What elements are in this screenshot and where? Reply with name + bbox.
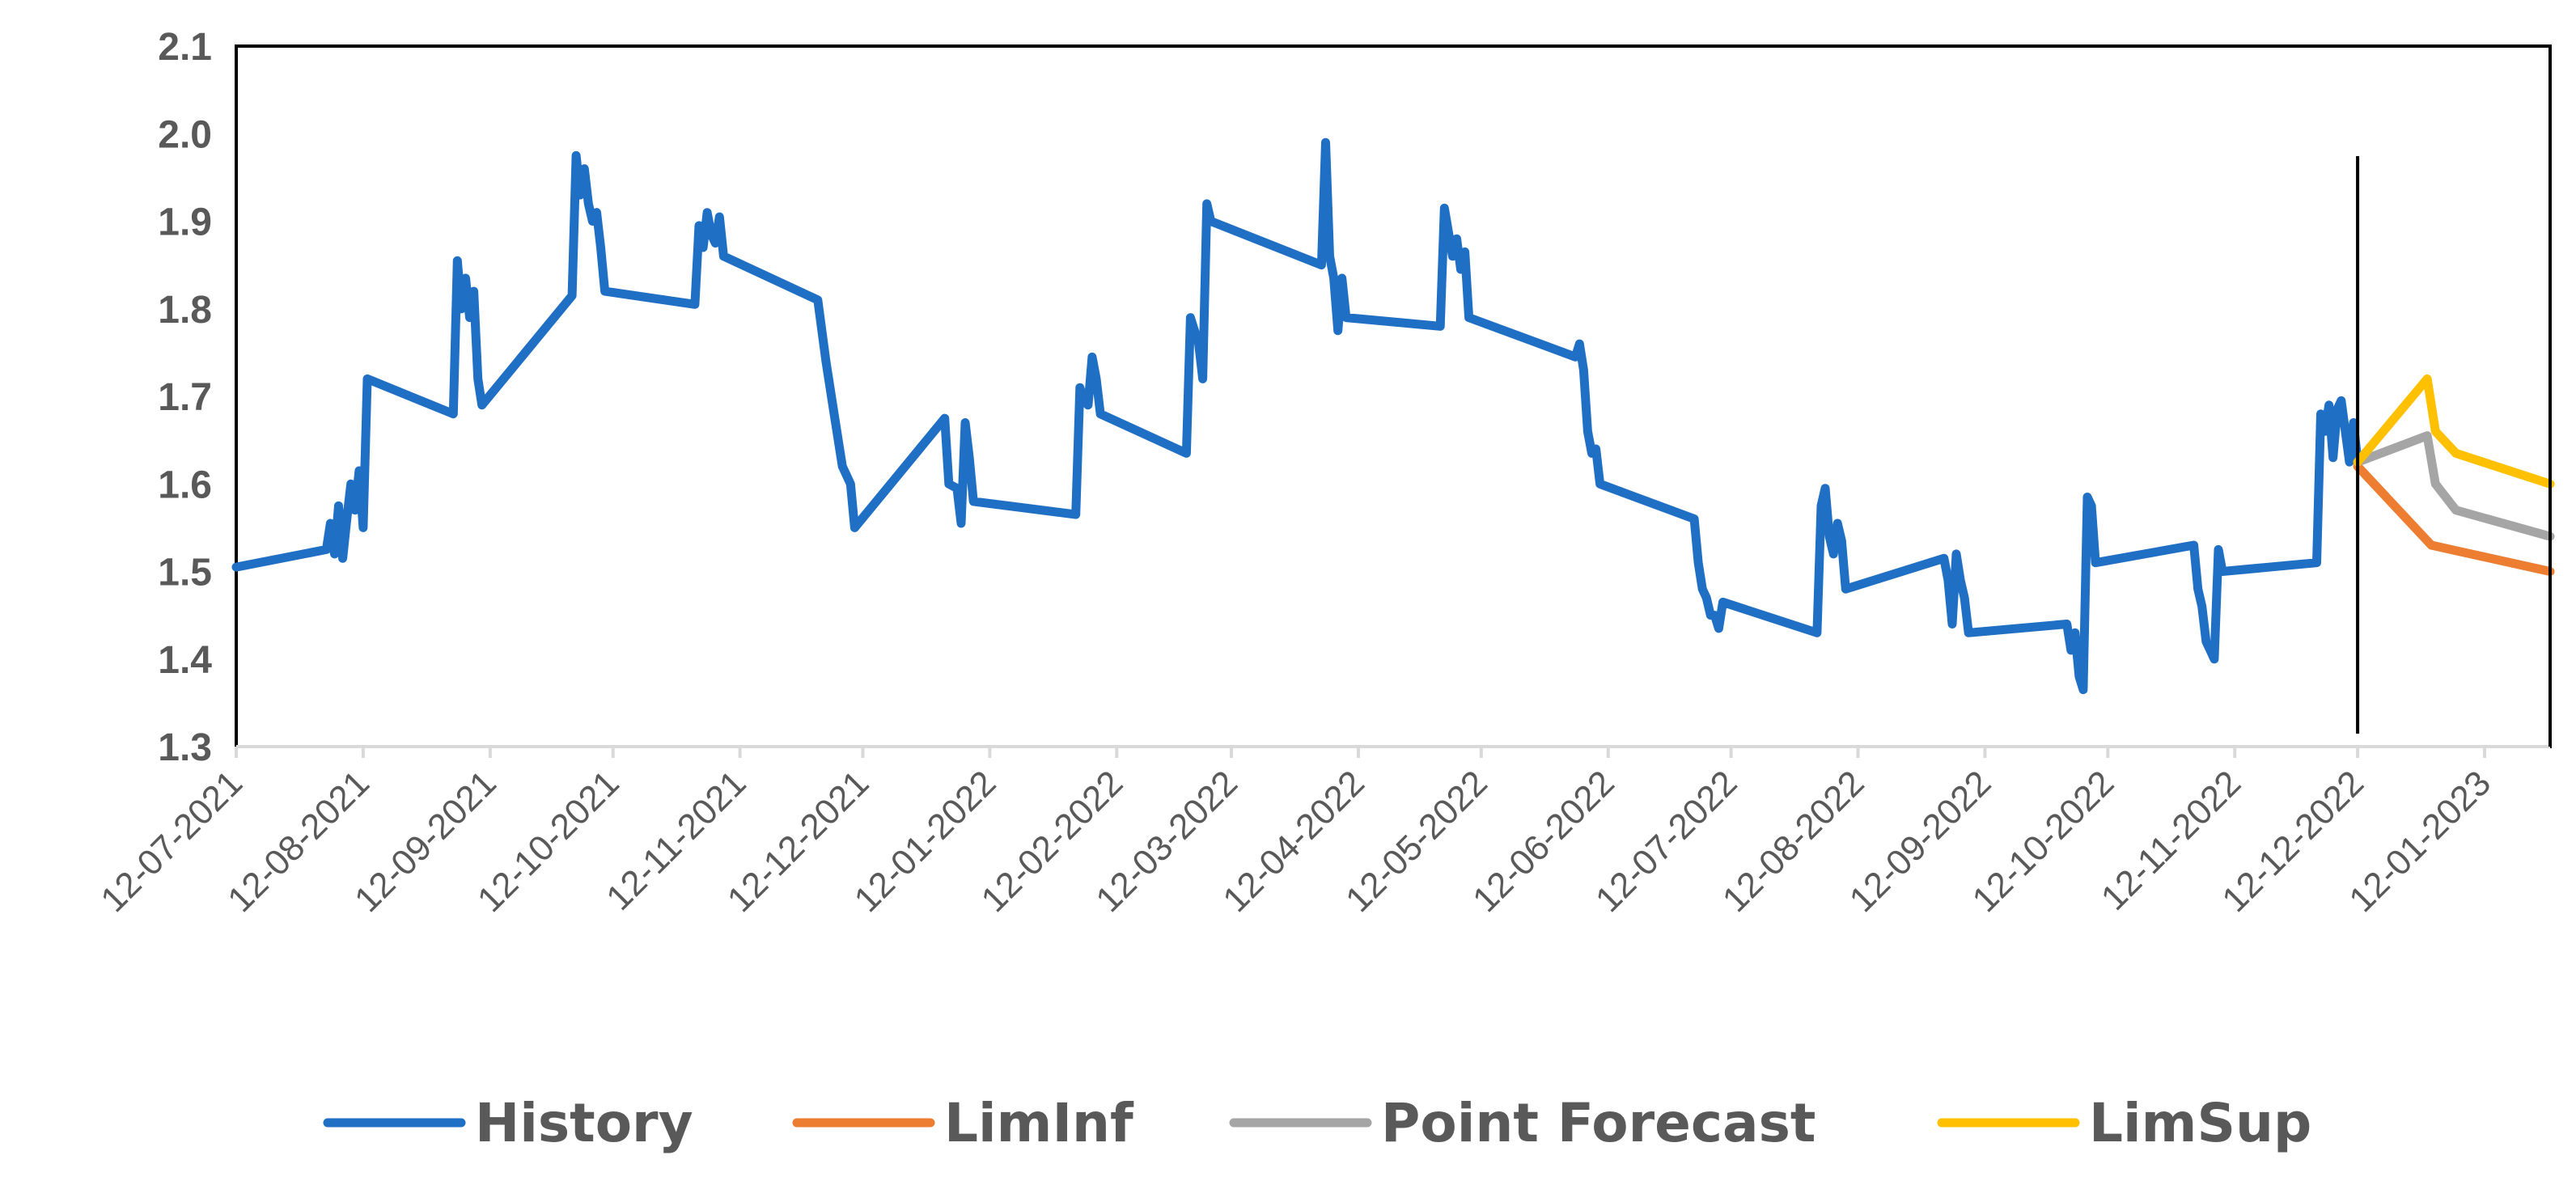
x-axis-ticks: 12-07-202112-08-202112-09-202112-10-2021… — [93, 747, 2498, 920]
legend-label-point-forecast: Point Forecast — [1381, 1092, 1815, 1154]
y-tick-label: 1.7 — [158, 376, 212, 419]
series-line-liminf — [2353, 462, 2555, 576]
y-tick-label: 1.5 — [158, 552, 212, 595]
legend-label-liminf: LimInf — [944, 1092, 1134, 1154]
series-lines — [231, 138, 2555, 695]
y-tick-label: 2.0 — [158, 113, 212, 156]
y-axis-ticks: 2.1 2.0 1.9 1.8 1.7 1.6 1.5 1.4 1.3 — [158, 26, 212, 769]
series-line-limsup — [2353, 374, 2555, 489]
y-tick-label: 1.8 — [158, 289, 212, 332]
chart-legend: History LimInf Point Forecast LimSup — [323, 1092, 2311, 1154]
legend-label-history: History — [475, 1092, 693, 1154]
y-tick-label: 1.6 — [158, 463, 212, 506]
y-tick-label: 1.4 — [158, 639, 212, 682]
y-tick-label: 2.1 — [158, 26, 212, 69]
series-line-point-forecast — [2353, 431, 2555, 541]
y-tick-label: 1.3 — [158, 726, 212, 769]
series-line-history — [231, 138, 2362, 695]
y-tick-label: 1.9 — [158, 201, 212, 244]
legend-label-limsup: LimSup — [2089, 1092, 2311, 1154]
